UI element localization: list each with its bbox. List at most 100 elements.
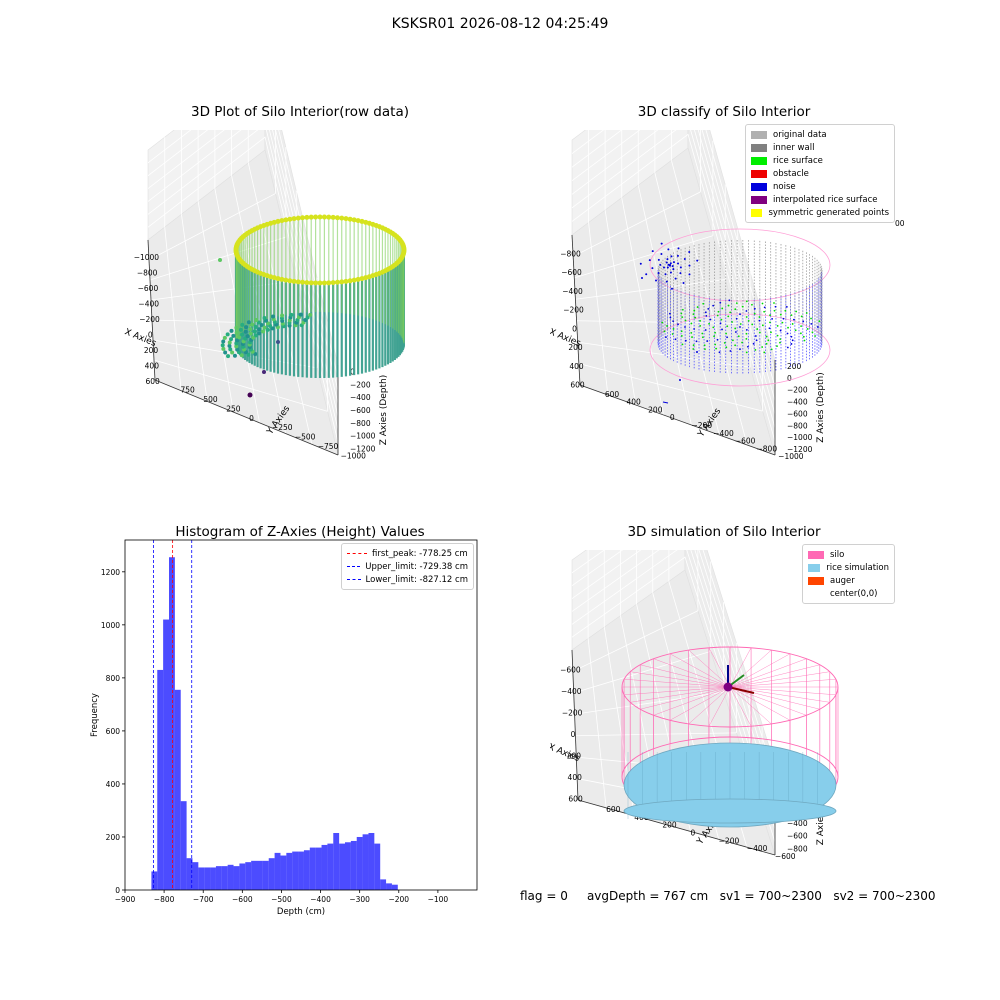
top-point bbox=[334, 215, 340, 221]
noise-point bbox=[670, 255, 673, 258]
surface-point bbox=[692, 348, 695, 350]
surface-point bbox=[706, 340, 709, 342]
simulation-3d-plot[interactable]: −600−400−20002004006006004002000−200−400… bbox=[550, 550, 940, 880]
histogram-bar bbox=[333, 832, 340, 890]
top-point bbox=[321, 214, 327, 220]
floor-point bbox=[251, 335, 256, 340]
surface-point bbox=[737, 335, 740, 338]
noise-point bbox=[665, 280, 668, 283]
histogram-bar bbox=[374, 843, 381, 890]
histogram-bar bbox=[280, 855, 287, 890]
silo-wire bbox=[630, 671, 731, 688]
x-tick-label: 200 bbox=[568, 343, 583, 352]
grid-line bbox=[571, 130, 776, 374]
classify-3d-plot[interactable]: −800−600−400−20002004006006004002000−200… bbox=[550, 130, 940, 470]
surface-point bbox=[703, 344, 706, 347]
histogram-bar bbox=[257, 860, 263, 890]
silo-wire bbox=[630, 686, 731, 703]
plot-frame bbox=[124, 539, 478, 891]
y-tick-label: 250 bbox=[226, 404, 241, 413]
surface-point bbox=[734, 308, 737, 311]
grid-line bbox=[577, 341, 751, 368]
surface-point bbox=[739, 323, 742, 325]
noise-point bbox=[672, 261, 675, 264]
surface-point bbox=[734, 331, 737, 333]
histogram-bar bbox=[174, 689, 181, 890]
surface-point bbox=[751, 303, 753, 306]
legend-entry: rice simulation bbox=[808, 561, 889, 574]
top-point bbox=[326, 280, 332, 286]
surface-point bbox=[701, 332, 704, 335]
surface-point bbox=[745, 332, 748, 335]
x-tick-label: −900 bbox=[115, 895, 136, 904]
surface-point bbox=[768, 327, 771, 330]
legend-swatch bbox=[751, 143, 767, 152]
z-tick-label: −200 bbox=[787, 386, 808, 395]
x-tick-label: 600 bbox=[570, 381, 585, 390]
top-point bbox=[334, 279, 340, 285]
surface-point bbox=[790, 314, 793, 317]
surface-point bbox=[739, 348, 741, 351]
histogram-bar bbox=[151, 871, 158, 890]
surface-point bbox=[763, 306, 766, 309]
surface-point bbox=[765, 342, 768, 345]
x-axis-line bbox=[571, 649, 579, 801]
legend-entry: inner wall bbox=[751, 141, 889, 154]
silo-wire bbox=[729, 686, 791, 721]
legend-label: symmetric generated points bbox=[768, 207, 889, 218]
histogram-bar bbox=[157, 669, 164, 890]
surface-point bbox=[763, 351, 766, 354]
floor-point bbox=[248, 331, 253, 336]
surface-point bbox=[773, 309, 776, 312]
floor-point bbox=[303, 318, 308, 323]
top-point bbox=[308, 214, 314, 220]
legend-entry: rice surface bbox=[751, 154, 889, 167]
surface-point bbox=[690, 331, 693, 334]
top-point bbox=[291, 278, 297, 284]
surface-point bbox=[721, 307, 724, 310]
histogram-bar bbox=[215, 866, 222, 890]
surface-point bbox=[704, 311, 707, 314]
noise-point bbox=[657, 258, 660, 261]
grid-line bbox=[571, 130, 776, 415]
surface-point bbox=[734, 344, 737, 347]
figure-title: KSKSR01 2026-08-12 04:25:49 bbox=[391, 16, 609, 32]
histogram-bar bbox=[239, 863, 246, 890]
surface-point bbox=[672, 328, 675, 330]
surface-point bbox=[681, 343, 684, 346]
surface-point bbox=[725, 346, 728, 349]
surface-point bbox=[684, 339, 687, 342]
x-axis-label: Depth (cm) bbox=[277, 907, 325, 917]
noise-point bbox=[688, 251, 691, 254]
silo-wire bbox=[729, 686, 836, 696]
surface-point bbox=[716, 338, 719, 341]
y-tick-label: −600 bbox=[775, 852, 796, 861]
legend-swatch bbox=[751, 208, 763, 217]
y-tick-label: −800 bbox=[757, 444, 778, 453]
legend-entry: obstacle bbox=[751, 167, 889, 180]
sv2-text: sv2 = 700~2300 bbox=[833, 889, 936, 903]
histogram-plot[interactable]: −900 −800 −700 −600 −500 −400 −300 −200 −100 0 200… bbox=[80, 535, 490, 920]
noise-point bbox=[641, 277, 643, 279]
raw-3d-plot[interactable]: −1000 −800 −600 −400 −200 0 200 400 600 750 500 250… bbox=[120, 130, 500, 470]
surface-point bbox=[727, 315, 730, 318]
surface-point bbox=[774, 305, 777, 308]
floor-point bbox=[232, 353, 237, 358]
x-tick-label: −600 bbox=[138, 284, 159, 293]
grid-line bbox=[574, 235, 713, 279]
z-tick-label-partial: 00 bbox=[895, 219, 905, 228]
noise-point bbox=[667, 248, 670, 251]
legend-entry: center(0,0) bbox=[808, 587, 889, 600]
legend-label: original data bbox=[773, 129, 827, 140]
surface-point bbox=[776, 334, 779, 337]
surface-point bbox=[681, 308, 684, 311]
surface-point bbox=[715, 347, 718, 350]
z-axis-label: Z Axies (Depth) bbox=[816, 372, 826, 443]
x-tick-label: 200 bbox=[144, 346, 159, 355]
floor-point bbox=[252, 329, 257, 334]
surface-point bbox=[793, 318, 795, 321]
surface-point bbox=[771, 317, 774, 320]
top-point bbox=[359, 276, 365, 282]
surface-point bbox=[731, 339, 734, 342]
surface-point bbox=[756, 328, 759, 330]
